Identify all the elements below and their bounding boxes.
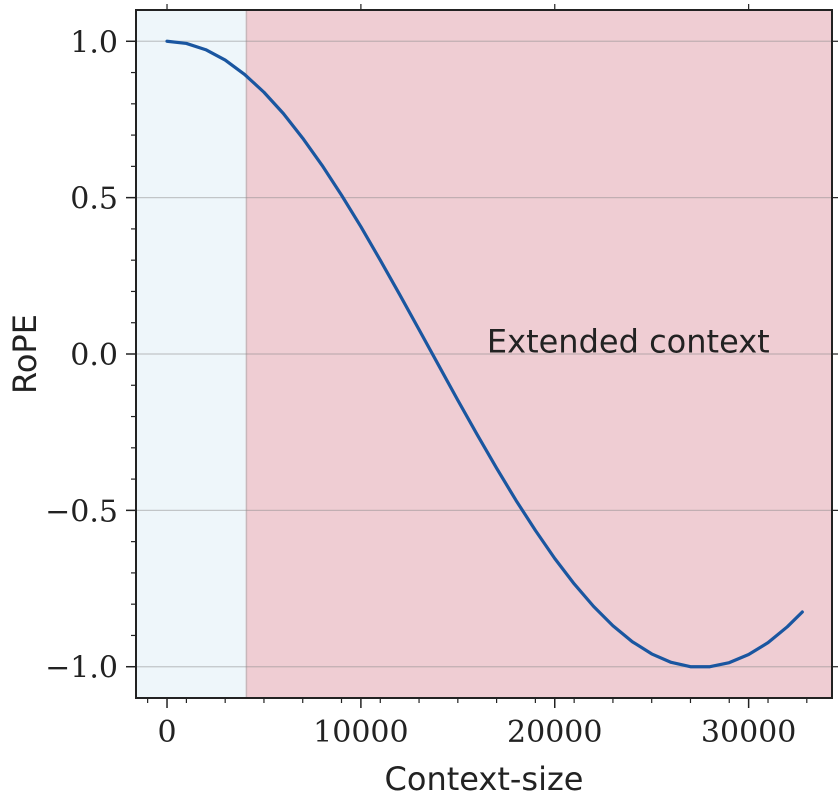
tick-labels: 0 10000 20000 30000 1.0 0.5 0.0 −0.5 −1.0 [45, 25, 796, 750]
extended-context-annotation: Extended context [487, 322, 770, 360]
rope-series-line [165, 39, 804, 669]
extended-context-region [246, 10, 832, 698]
series-group [165, 39, 804, 669]
plot-frame [135, 9, 833, 699]
context-regions [136, 10, 832, 698]
y-tick-label: 1.0 [70, 25, 118, 60]
x-tick-label: 20000 [507, 715, 602, 750]
y-tick-label: 0.0 [70, 338, 118, 373]
y-tick-label: −1.0 [45, 651, 118, 686]
axis-ticks [126, 4, 838, 708]
training-context-region [136, 10, 247, 698]
y-tick-label: 0.5 [70, 182, 118, 217]
x-tick-label: 30000 [701, 715, 796, 750]
x-tick-label: 10000 [313, 715, 408, 750]
x-axis-label: Context-size [385, 760, 584, 798]
y-axis-label: RoPE [6, 314, 44, 394]
x-tick-label: 0 [157, 715, 176, 750]
y-tick-label: −0.5 [45, 494, 118, 529]
